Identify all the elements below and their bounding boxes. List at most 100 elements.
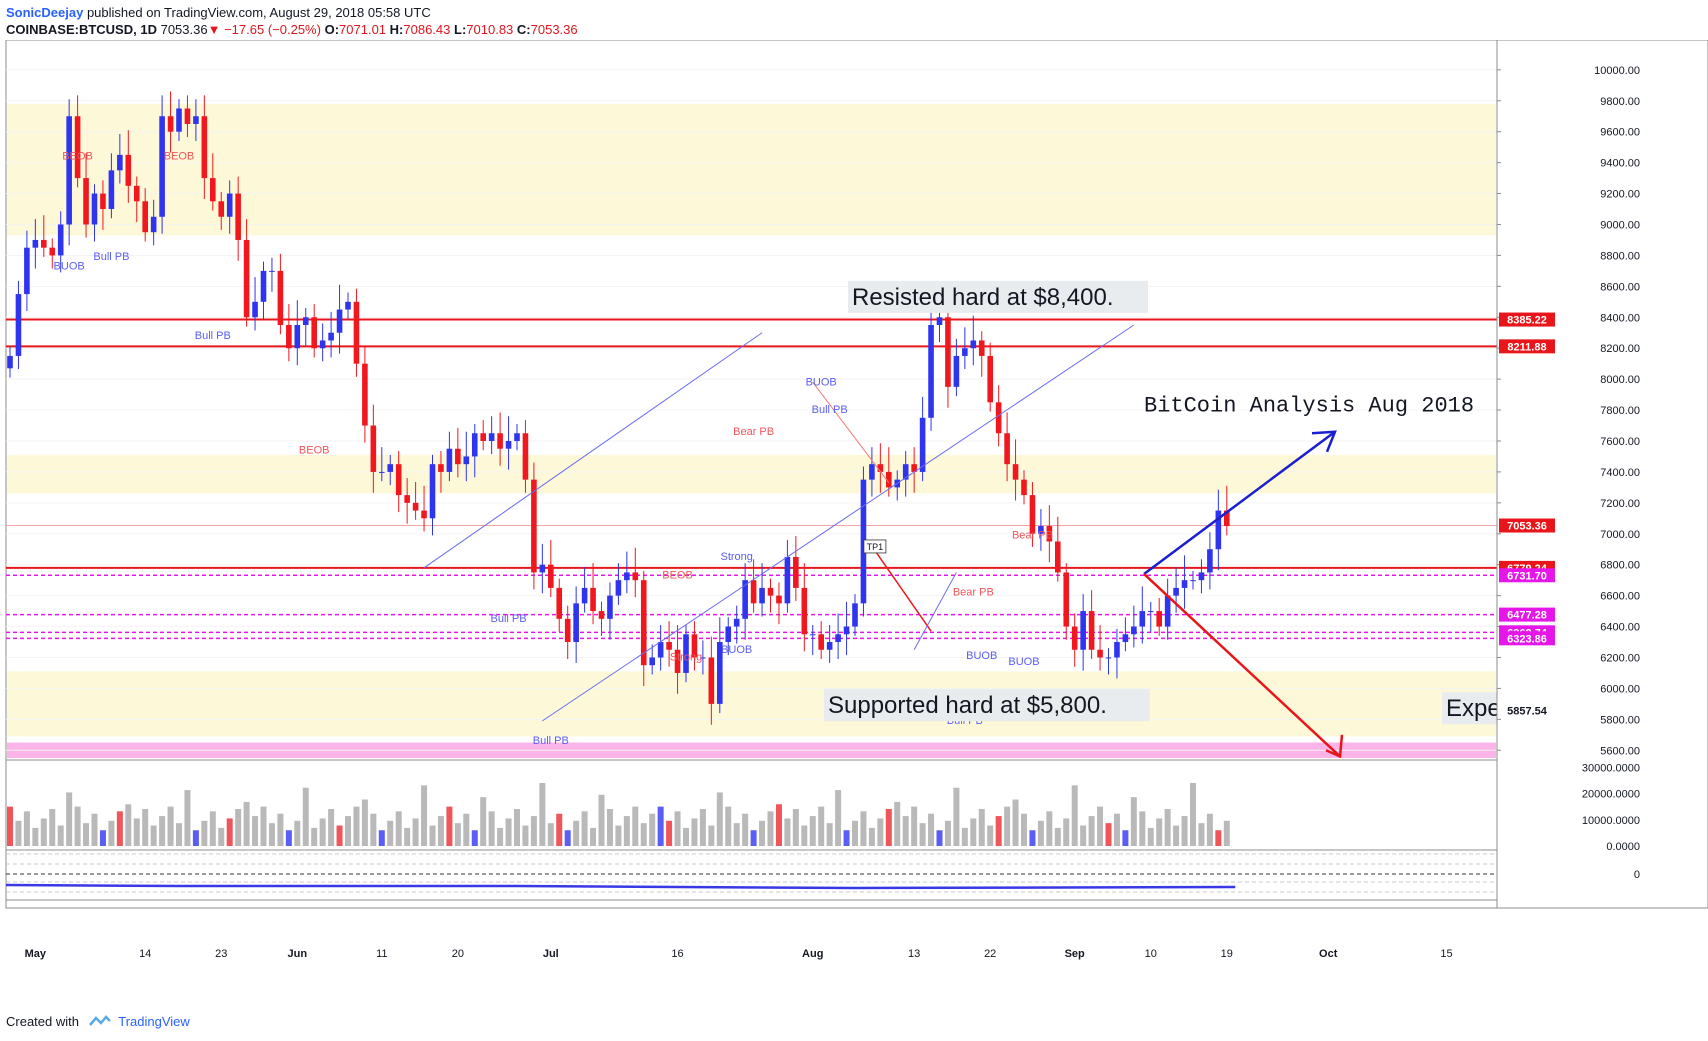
arrow-line bbox=[871, 545, 932, 632]
volume-bar bbox=[91, 813, 98, 846]
candle-body bbox=[1131, 626, 1137, 635]
candle-body bbox=[446, 448, 453, 472]
signal-label: Strong bbox=[670, 652, 702, 664]
candle-body bbox=[1207, 549, 1213, 573]
price-tag-label: 6477.28 bbox=[1507, 610, 1547, 622]
candle-body bbox=[514, 433, 520, 441]
candle-body bbox=[488, 433, 495, 441]
time-tick-label: Aug bbox=[802, 948, 823, 960]
volume-bar bbox=[1130, 797, 1137, 846]
candle-body bbox=[218, 201, 225, 217]
candle-body bbox=[1114, 642, 1120, 658]
candle-body bbox=[1046, 526, 1053, 542]
volume-bar bbox=[226, 818, 233, 846]
candle-body bbox=[784, 556, 791, 604]
volume-bar bbox=[437, 816, 444, 846]
candle-body bbox=[150, 216, 157, 233]
candle-body bbox=[1156, 611, 1162, 627]
price-chart[interactable]: BEOB BEOB BUOB Bull PB Bull PB BEOB Bear PB BUO… bbox=[0, 40, 1708, 1010]
signal-label: Bear PB bbox=[1012, 529, 1053, 541]
volume-bar bbox=[581, 811, 588, 846]
candle-body bbox=[759, 587, 765, 604]
candle-body bbox=[252, 301, 258, 318]
candle-body bbox=[353, 301, 360, 364]
volume-bar bbox=[125, 804, 132, 846]
volume-bar bbox=[987, 825, 994, 846]
candle-body bbox=[235, 193, 241, 240]
tp1-label: TP1 bbox=[867, 542, 884, 552]
time-tick-label: 19 bbox=[1221, 948, 1233, 960]
candle-body bbox=[142, 201, 148, 233]
candle-body bbox=[945, 317, 951, 387]
volume-bar bbox=[345, 816, 351, 846]
tradingview-link[interactable]: TradingView bbox=[118, 1014, 190, 1029]
candle-body bbox=[66, 116, 72, 225]
candle-body bbox=[657, 642, 664, 658]
volume-bar bbox=[860, 811, 867, 846]
candle-body bbox=[260, 270, 267, 302]
down-arrow-icon: ▼ bbox=[207, 22, 221, 37]
price-tick-label: 5600.00 bbox=[1600, 745, 1640, 757]
candle-body bbox=[1224, 510, 1230, 527]
volume-bar bbox=[801, 825, 808, 846]
oscillator-pane bbox=[5, 849, 1497, 893]
volume-bar bbox=[995, 816, 1002, 846]
chart-footer: Created with TradingView bbox=[6, 1014, 190, 1030]
volume-bar bbox=[961, 827, 968, 846]
candle-body bbox=[362, 363, 368, 426]
candle-body bbox=[1063, 572, 1070, 627]
candle-body bbox=[184, 108, 191, 124]
candle-body bbox=[809, 634, 816, 636]
volume-bar bbox=[699, 808, 706, 846]
volume-bar bbox=[953, 787, 960, 846]
supported-annotation-bg bbox=[824, 689, 1150, 722]
price-tag-label: 6731.70 bbox=[1507, 570, 1547, 582]
volume-bar bbox=[260, 806, 267, 846]
publish-line: SonicDeejay published on TradingView.com… bbox=[6, 5, 431, 20]
price-tag-label: 8385.22 bbox=[1507, 315, 1547, 327]
candle-body bbox=[24, 247, 30, 295]
price-tick-label: 9400.00 bbox=[1600, 158, 1640, 170]
price-tag bbox=[1499, 631, 1555, 646]
symbol-label[interactable]: COINBASE:BTCUSD, 1D bbox=[6, 22, 157, 37]
bearish-arrow bbox=[1143, 573, 1341, 758]
high-label: H: bbox=[389, 22, 404, 37]
volume-bar bbox=[623, 816, 630, 846]
candle-body bbox=[776, 595, 782, 604]
candle-body bbox=[717, 642, 723, 704]
volume-bar bbox=[674, 811, 681, 846]
volume-bar bbox=[294, 820, 301, 846]
volume-bar bbox=[319, 818, 326, 846]
candle-body bbox=[886, 471, 892, 488]
volume-bar bbox=[302, 787, 309, 846]
volume-bar bbox=[235, 808, 242, 846]
volume-tick-label: 0.0000 bbox=[1606, 841, 1640, 853]
volume-bar bbox=[328, 808, 335, 846]
price-tick-label: 5800.00 bbox=[1600, 714, 1640, 726]
author-link[interactable]: SonicDeejay bbox=[6, 5, 84, 20]
volume-bar bbox=[598, 794, 605, 846]
signal-label: BUOB bbox=[1008, 656, 1039, 668]
price-tag-label: 7053.36 bbox=[1507, 521, 1547, 533]
time-tick-label: 23 bbox=[215, 948, 227, 960]
signal-label: BEOB bbox=[164, 151, 195, 163]
volume-bar bbox=[1190, 783, 1196, 846]
price-tag-label: 6323.86 bbox=[1507, 633, 1547, 645]
candle-body bbox=[471, 433, 478, 457]
volume-bar bbox=[649, 813, 656, 846]
volume-bar bbox=[911, 806, 918, 846]
volume-bar bbox=[792, 808, 799, 846]
candle-body bbox=[1004, 433, 1010, 465]
volume-bar bbox=[606, 808, 613, 846]
candle-body bbox=[733, 618, 740, 627]
time-axis: May 14 23 Jun 11 20 Jul 16 Aug 13 22 Sep 10 19 Oct 15 bbox=[6, 899, 1497, 960]
volume-bar bbox=[167, 806, 174, 846]
candle-body bbox=[573, 603, 579, 643]
candle-body bbox=[640, 580, 647, 666]
volume-bar bbox=[775, 804, 782, 846]
volume-bar bbox=[184, 790, 191, 846]
volume-bar bbox=[852, 820, 858, 846]
volume-bar bbox=[809, 816, 816, 846]
candle-body bbox=[74, 116, 81, 179]
signal-label: Bear PB bbox=[953, 587, 994, 599]
